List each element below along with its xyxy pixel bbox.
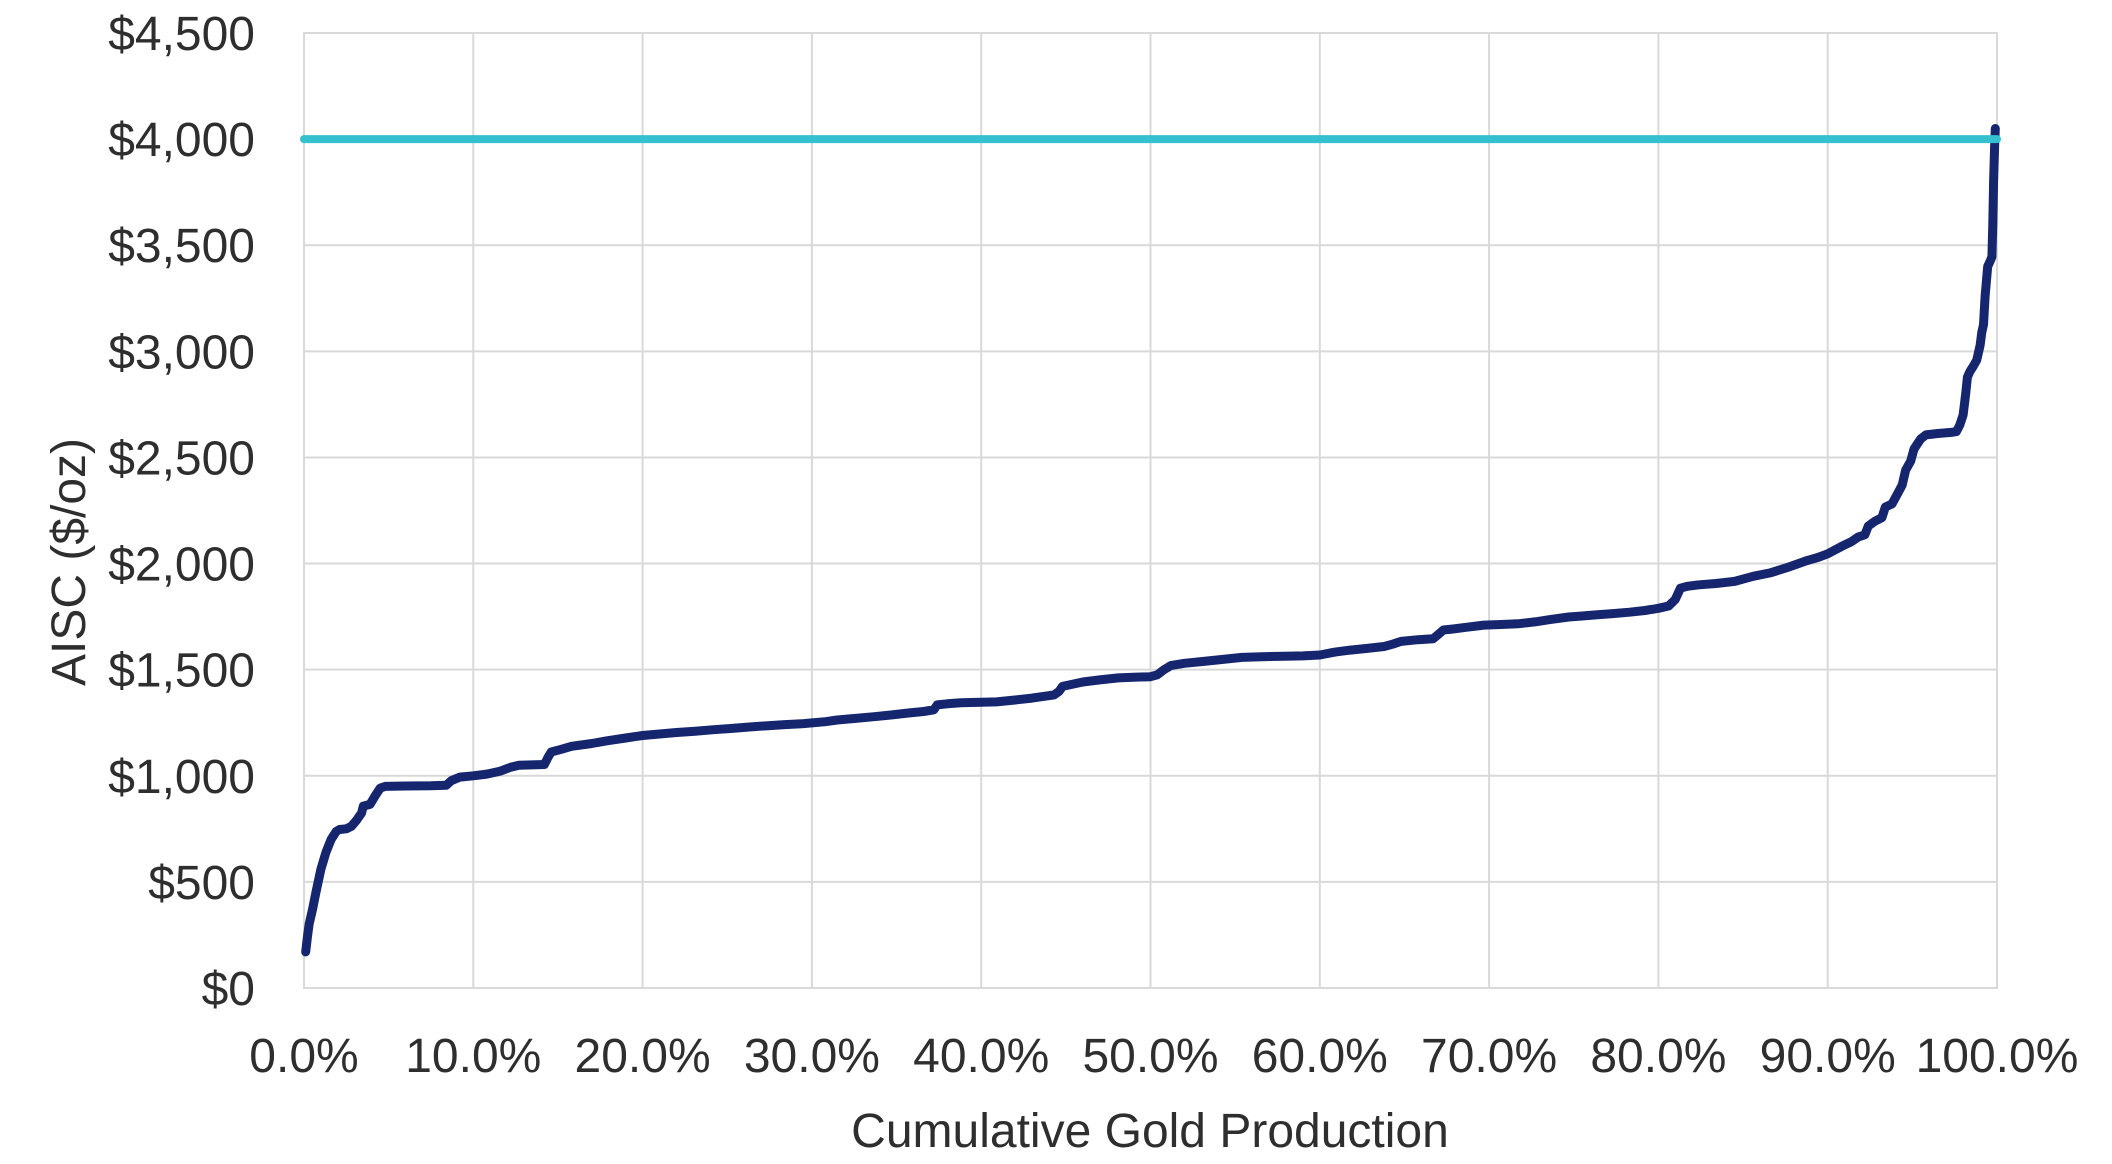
y-tick-label: $3,500 xyxy=(108,220,255,273)
x-tick-label: 70.0% xyxy=(1421,1030,1557,1083)
plot-border xyxy=(303,32,1998,989)
y-tick-label: $2,000 xyxy=(108,539,255,592)
y-tick-label: $500 xyxy=(148,857,255,910)
x-tick-label: 20.0% xyxy=(575,1030,711,1083)
y-tick-label: $0 xyxy=(202,963,255,1016)
x-tick-label: 40.0% xyxy=(913,1030,1049,1083)
y-tick-label: $1,000 xyxy=(108,751,255,804)
y-tick-label: $1,500 xyxy=(108,645,255,698)
y-tick-label: $4,500 xyxy=(108,8,255,61)
x-tick-label: 80.0% xyxy=(1590,1030,1726,1083)
x-axis-title: Cumulative Gold Production xyxy=(851,1105,1449,1158)
x-tick-label: 100.0% xyxy=(1916,1030,2079,1083)
x-tick-label: 30.0% xyxy=(744,1030,880,1083)
x-tick-label: 60.0% xyxy=(1252,1030,1388,1083)
y-tick-label: $3,000 xyxy=(108,326,255,379)
x-tick-label: 90.0% xyxy=(1760,1030,1896,1083)
x-tick-label: 10.0% xyxy=(405,1030,541,1083)
x-tick-label: 0.0% xyxy=(249,1030,358,1083)
y-tick-label: $2,500 xyxy=(108,432,255,485)
gold-aisc-cost-curve xyxy=(301,124,2000,957)
x-tick-label: 50.0% xyxy=(1082,1030,1218,1083)
y-tick-label: $4,000 xyxy=(108,114,255,167)
y-axis-title: AISC ($/oz) xyxy=(43,437,96,687)
